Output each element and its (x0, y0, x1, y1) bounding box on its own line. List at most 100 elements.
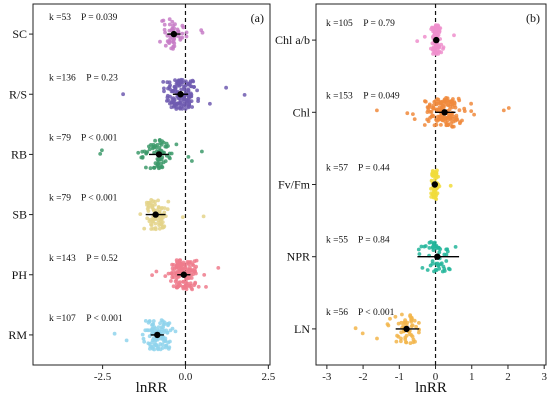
data-point (434, 193, 439, 198)
p-annotation: P = 0.049 (363, 91, 400, 101)
data-point (469, 101, 473, 106)
data-point (409, 319, 414, 324)
data-point (142, 149, 147, 154)
data-point (434, 27, 439, 31)
data-point (431, 169, 436, 174)
data-point (444, 96, 448, 100)
data-point (171, 275, 176, 280)
x-tick-label: 3 (541, 371, 547, 383)
data-point (152, 150, 157, 155)
mean-marker (152, 211, 159, 218)
data-point (224, 85, 229, 90)
data-point (178, 98, 183, 103)
panel-label: (a) (251, 11, 264, 25)
data-point (433, 45, 438, 49)
data-point (431, 172, 436, 177)
p-annotation: P = 0.79 (363, 19, 395, 29)
data-point (433, 32, 437, 37)
data-point (396, 321, 401, 326)
mean-marker (433, 36, 440, 44)
panel-a: -2.5 0.0 2.5 lnRR (a) SC k =53 P = 0.039 R/S k =1… (8, 3, 276, 396)
data-point (167, 321, 172, 325)
data-point (428, 110, 432, 114)
data-point (160, 220, 165, 225)
data-point (216, 266, 221, 270)
p-annotation: P = 0.44 (358, 164, 390, 174)
data-point (188, 79, 193, 84)
x-tick-label: -2 (359, 371, 368, 383)
data-point (151, 219, 156, 224)
data-point (432, 123, 437, 128)
data-point (431, 187, 436, 192)
data-point (439, 123, 443, 127)
data-point (167, 22, 172, 27)
data-point (162, 339, 166, 344)
data-point (157, 226, 162, 231)
data-point (441, 47, 445, 51)
data-point (158, 336, 163, 341)
data-point (429, 178, 434, 183)
data-point (430, 245, 435, 249)
data-point (153, 199, 157, 204)
data-point (149, 223, 154, 228)
data-point (425, 105, 430, 110)
data-point (163, 43, 168, 48)
data-point (189, 99, 194, 103)
data-point (169, 279, 173, 283)
data-point (174, 258, 179, 262)
y-tick-label: PH (12, 268, 28, 282)
data-point (162, 22, 167, 27)
data-point (145, 216, 150, 221)
data-point (141, 336, 146, 341)
data-point (375, 336, 379, 341)
p-annotation: P = 0.039 (81, 13, 118, 23)
data-point (434, 261, 438, 266)
data-point (154, 338, 158, 342)
data-point (457, 108, 462, 113)
data-point (169, 46, 174, 51)
k-annotation: k =107 (49, 314, 76, 324)
x-tick-label: -3 (322, 371, 332, 383)
p-annotation: P = 0.23 (86, 73, 118, 83)
data-point (431, 106, 436, 111)
data-point (189, 273, 193, 277)
data-point (450, 124, 454, 129)
data-point (385, 322, 390, 326)
data-point (469, 109, 474, 113)
data-point (153, 161, 158, 166)
data-point (164, 343, 168, 348)
data-point (162, 86, 166, 91)
data-point (162, 322, 167, 327)
data-point (181, 103, 186, 108)
data-point (148, 166, 153, 171)
data-point (186, 99, 191, 103)
data-point (187, 102, 192, 107)
data-point (151, 344, 156, 349)
data-point (147, 328, 151, 333)
data-point (180, 268, 185, 273)
data-point (448, 117, 453, 122)
p-annotation: P < 0.001 (81, 133, 118, 143)
data-point (405, 111, 410, 116)
data-point (157, 209, 162, 214)
panel-b: -3 -2 -1 0 1 2 3 lnRR (b) Chl a/b k =105 P = 0.79 Ch… (275, 3, 547, 396)
data-point (422, 34, 427, 39)
mean-marker (441, 109, 448, 116)
data-point (184, 30, 189, 35)
data-point (162, 210, 167, 215)
p-annotation: P < 0.001 (81, 194, 118, 204)
data-point (399, 336, 403, 341)
y-tick-label: LN (294, 322, 310, 336)
data-point (170, 19, 175, 24)
data-point (190, 287, 195, 292)
data-point (408, 332, 412, 337)
data-point (183, 89, 188, 94)
data-point (472, 112, 476, 117)
data-point (426, 119, 431, 124)
data-point (152, 166, 157, 170)
k-annotation: k =79 (49, 194, 71, 204)
mean-marker (180, 271, 188, 278)
data-point (186, 105, 191, 110)
